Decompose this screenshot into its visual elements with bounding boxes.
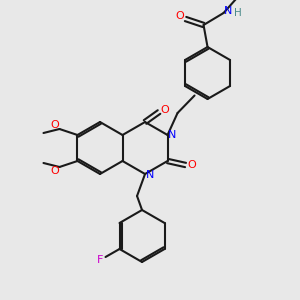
Text: O: O bbox=[175, 11, 184, 21]
Text: N: N bbox=[168, 130, 177, 140]
Text: F: F bbox=[97, 255, 104, 265]
Text: N: N bbox=[146, 170, 154, 180]
Text: O: O bbox=[50, 166, 59, 176]
Text: N: N bbox=[224, 6, 233, 16]
Text: O: O bbox=[187, 160, 196, 170]
Text: H: H bbox=[234, 8, 242, 18]
Text: O: O bbox=[161, 105, 170, 115]
Text: O: O bbox=[50, 120, 59, 130]
